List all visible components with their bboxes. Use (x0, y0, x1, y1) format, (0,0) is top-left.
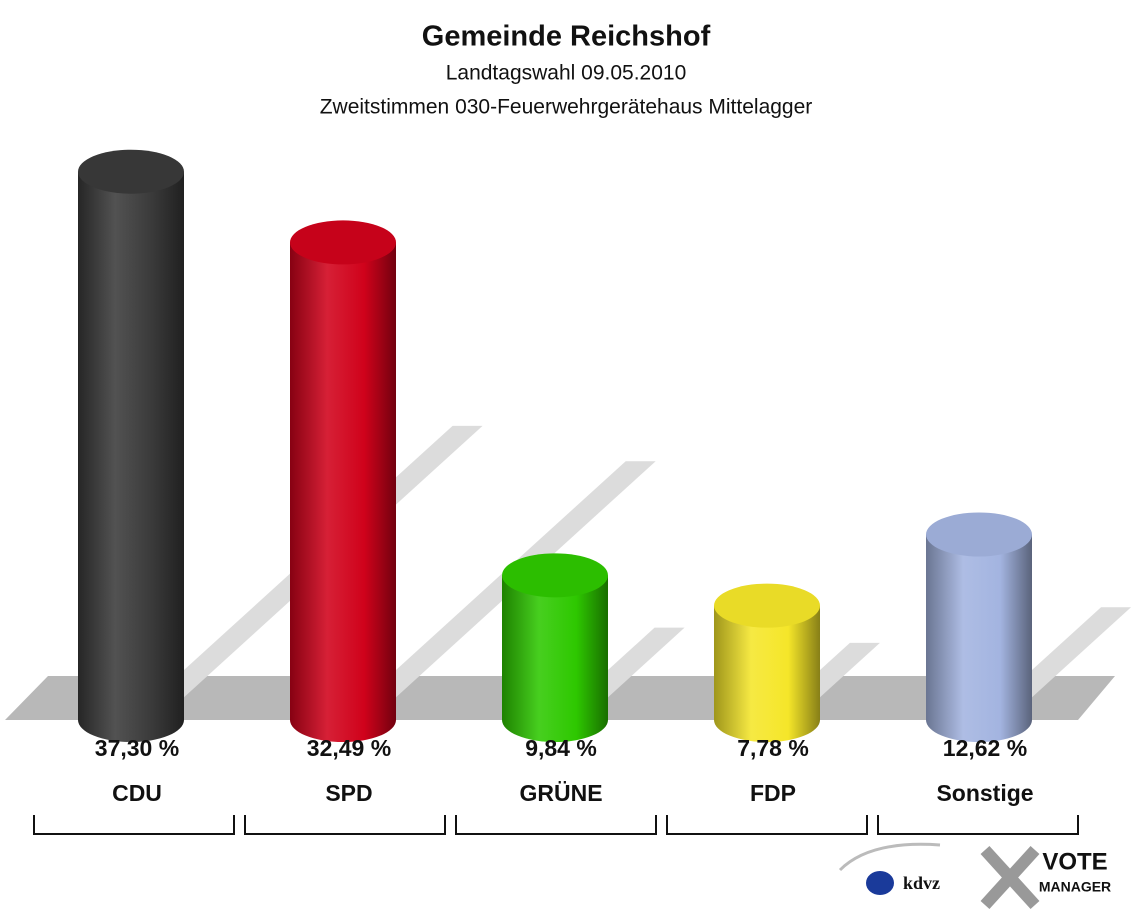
bar-shadow (999, 607, 1132, 700)
category-bracket (666, 815, 868, 835)
logo-text: kdvz (903, 873, 940, 893)
value-label: 7,78 % (737, 735, 809, 761)
value-label: 9,84 % (525, 735, 597, 761)
bar (926, 534, 1032, 742)
logo-ball (866, 871, 894, 895)
chart-subtitle: Landtagswahl 09.05.2010 (446, 62, 687, 85)
bar-top (78, 149, 184, 194)
chart-title: Gemeinde Reichshof (422, 21, 711, 53)
value-label: 32,49 % (307, 735, 391, 761)
category-bracket (455, 815, 657, 835)
bar-top (714, 583, 820, 628)
bar (290, 242, 396, 742)
value-label: 37,30 % (95, 735, 179, 761)
logo-text: MANAGER (1039, 879, 1111, 895)
category-bracket (244, 815, 446, 835)
category-bracket (33, 815, 235, 835)
category-label: SPD (325, 780, 372, 806)
bar-top (502, 553, 608, 598)
category-label: GRÜNE (519, 780, 602, 806)
bar-top (290, 220, 396, 265)
category-bracket (877, 815, 1079, 835)
category-label: FDP (750, 780, 796, 806)
bar-top (926, 512, 1032, 557)
category-label: Sonstige (936, 780, 1033, 806)
bar (714, 605, 820, 742)
value-label: 12,62 % (943, 735, 1027, 761)
bar (502, 575, 608, 742)
logo-swoosh (838, 842, 941, 872)
logo-text: VOTE (1042, 848, 1107, 875)
category-label: CDU (112, 780, 162, 806)
bar (78, 171, 184, 742)
chart-subtitle: Zweitstimmen 030-Feuerwehrgerätehaus Mit… (320, 96, 813, 119)
logo: kdvz VOTE MANAGER (838, 842, 1111, 910)
logo-cross (980, 845, 1040, 910)
